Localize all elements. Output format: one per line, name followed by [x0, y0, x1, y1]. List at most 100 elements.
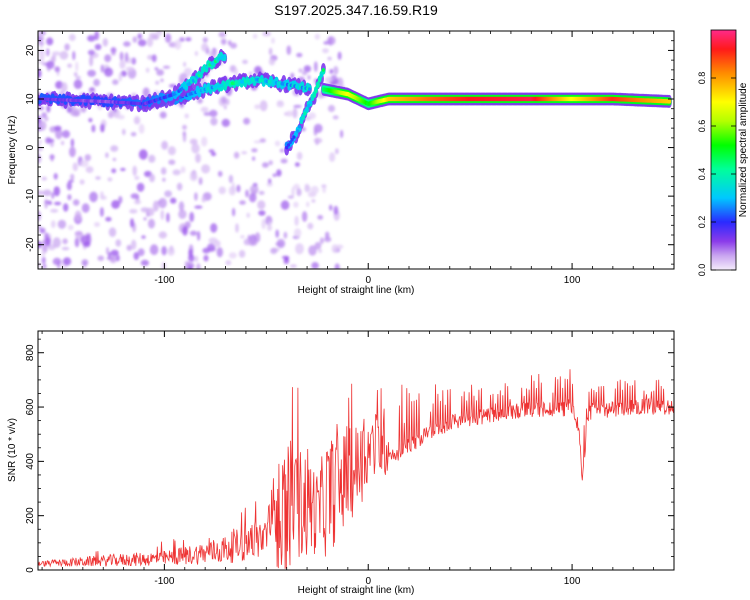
- noise-blob: [38, 106, 44, 111]
- noise-blob: [194, 51, 198, 56]
- noise-blob: [276, 101, 285, 108]
- noise-blob: [105, 216, 112, 222]
- noise-blob: [290, 72, 295, 80]
- noise-blob: [322, 185, 326, 194]
- noise-blob: [157, 200, 163, 204]
- snr-frame: [37, 330, 675, 571]
- noise-blob: [94, 43, 102, 51]
- noise-blob: [188, 265, 193, 269]
- noise-blob: [279, 148, 285, 153]
- noise-blob: [329, 152, 336, 163]
- noise-blob: [245, 189, 249, 198]
- snr-ticks: -100 0 100 0 200 400 600 800: [25, 331, 675, 587]
- noise-blob: [75, 76, 81, 79]
- noise-blob: [99, 207, 104, 217]
- noise-blob: [184, 113, 189, 119]
- noise-blob: [238, 250, 246, 258]
- noise-blob: [318, 249, 322, 253]
- noise-blob: [156, 31, 163, 36]
- noise-blob: [207, 243, 216, 252]
- noise-blob: [268, 58, 276, 66]
- noise-blob: [120, 167, 126, 172]
- noise-blob: [141, 235, 146, 239]
- noise-blob: [45, 236, 51, 247]
- noise-blob: [217, 170, 223, 177]
- noise-blob: [294, 162, 300, 167]
- noise-blob: [249, 185, 259, 194]
- noise-blob: [133, 252, 140, 260]
- noise-blob: [185, 37, 192, 42]
- noise-blob: [243, 238, 251, 246]
- noise-blob: [111, 52, 116, 56]
- feature-core: [294, 132, 298, 137]
- snr-ylabel: SNR (10 * v/v): [7, 418, 18, 482]
- noise-blob: [41, 176, 47, 181]
- noise-blob: [332, 115, 339, 120]
- noise-blob: [161, 246, 167, 256]
- snr-panel: -100 0 100 0 200 400 600 800 Height of straight…: [7, 330, 675, 596]
- noise-blob: [63, 257, 72, 266]
- noise-blob: [68, 33, 76, 42]
- noise-blob: [210, 223, 218, 233]
- noise-blob: [100, 123, 105, 133]
- y-tick-label: 0: [25, 567, 36, 573]
- noise-blob: [189, 173, 198, 182]
- noise-blob: [131, 239, 137, 250]
- feature-core: [307, 87, 312, 91]
- noise-blob: [328, 36, 333, 46]
- noise-blob: [287, 195, 294, 199]
- noise-blob: [149, 32, 158, 38]
- noise-blob: [108, 227, 117, 237]
- noise-blob: [136, 182, 145, 192]
- noise-blob: [249, 192, 257, 203]
- noise-blob: [70, 173, 75, 181]
- noise-blob: [109, 255, 117, 264]
- noise-blob: [148, 154, 156, 163]
- noise-blob: [268, 47, 273, 56]
- noise-blob: [149, 173, 155, 183]
- noise-blob: [261, 218, 266, 230]
- noise-blob: [122, 128, 126, 136]
- noise-blob: [168, 159, 176, 165]
- noise-blob: [221, 38, 227, 45]
- noise-blob: [303, 65, 312, 73]
- noise-blob: [296, 151, 303, 161]
- feature-steep-branch: [284, 63, 326, 156]
- noise-blob: [333, 205, 339, 215]
- colorbar-label: Normalized spectral amplitude: [738, 82, 749, 217]
- feature-core: [667, 99, 672, 104]
- y-tick-label: 20: [25, 44, 36, 56]
- noise-blob: [165, 33, 172, 43]
- noise-blob: [203, 112, 211, 116]
- noise-blob: [38, 58, 45, 65]
- noise-blob: [271, 37, 275, 44]
- noise-blob: [162, 177, 166, 182]
- feature-core: [296, 129, 300, 133]
- noise-blob: [81, 203, 90, 213]
- feature-core: [290, 137, 294, 142]
- noise-blob: [160, 167, 167, 175]
- noise-blob: [52, 51, 61, 56]
- noise-blob: [218, 186, 226, 195]
- noise-blob: [154, 67, 159, 71]
- noise-blob: [302, 70, 308, 76]
- noise-blob: [69, 146, 76, 158]
- noise-blob: [196, 263, 201, 269]
- noise-blob: [67, 194, 72, 201]
- colorbar-tick-label: 0.4: [697, 168, 707, 181]
- noise-blob: [115, 239, 122, 247]
- noise-blob: [240, 235, 245, 239]
- noise-blob: [188, 254, 195, 262]
- noise-blob: [293, 201, 299, 208]
- noise-blob: [94, 222, 100, 227]
- noise-blob: [132, 165, 137, 176]
- noise-blob: [216, 247, 223, 258]
- noise-blob: [132, 36, 138, 43]
- spectral-features: [38, 48, 672, 156]
- noise-blob: [54, 125, 62, 131]
- noise-blob: [270, 247, 278, 255]
- noise-blob: [39, 227, 46, 234]
- noise-blob: [243, 117, 251, 125]
